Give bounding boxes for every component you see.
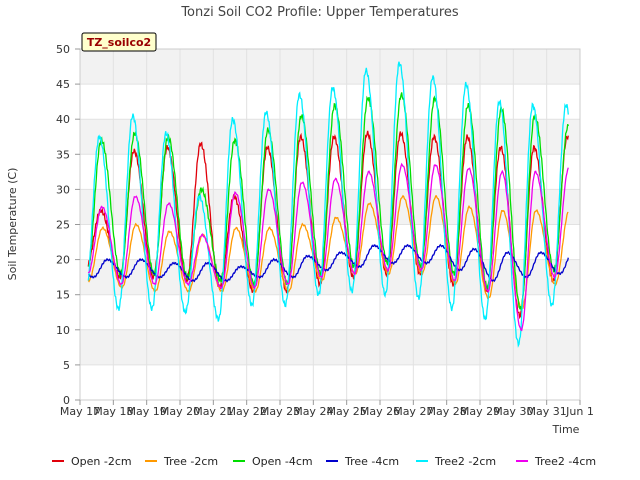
x-tick-label: May 28: [427, 405, 467, 418]
series-lines: [87, 61, 569, 348]
x-tick-label: May 22: [227, 405, 267, 418]
y-tick-label: 10: [56, 324, 70, 337]
x-axis-title: Time: [552, 423, 580, 436]
legend-label: Tree -2cm: [163, 455, 218, 468]
y-axis-title: Soil Temperature (C): [6, 168, 19, 281]
legend-label: Tree2 -2cm: [434, 455, 496, 468]
x-tick-label: May 31: [527, 405, 567, 418]
y-tick-label: 50: [56, 43, 70, 56]
x-tick-label: May 25: [327, 405, 367, 418]
x-tick-label: May 18: [93, 405, 133, 418]
y-tick-label: 0: [63, 394, 70, 407]
legend-label: Open -4cm: [252, 455, 313, 468]
x-tick-label: May 17: [60, 405, 100, 418]
site-badge-label: TZ_soilco2: [87, 36, 151, 49]
y-axis-ticks: 0 5 10 15 20 25 30 35 40 45 50: [56, 43, 80, 407]
x-tick-label: May 19: [127, 405, 167, 418]
site-badge: TZ_soilco2: [81, 32, 157, 52]
x-tick-label: May 30: [493, 405, 533, 418]
grid-band: [80, 49, 580, 85]
x-tick-label: May 27: [393, 405, 433, 418]
y-tick-label: 35: [56, 148, 70, 161]
legend-label: Open -2cm: [71, 455, 132, 468]
legend: Open -2cm Tree -2cm Open -4cm Tree -4cm Tree…: [52, 455, 596, 468]
y-tick-label: 20: [56, 254, 70, 267]
x-tick-label: May 24: [293, 405, 333, 418]
grid-band: [80, 329, 580, 365]
y-tick-label: 5: [63, 359, 70, 372]
x-tick-label: May 26: [360, 405, 400, 418]
y-tick-label: 25: [56, 219, 70, 232]
site-badge-box: [81, 32, 157, 52]
series-line-tree2-4cm: [87, 162, 569, 332]
legend-label: Tree2 -4cm: [534, 455, 596, 468]
y-tick-label: 15: [56, 289, 70, 302]
legend-label: Tree -4cm: [344, 455, 399, 468]
y-tick-label: 45: [56, 78, 70, 91]
y-tick-label: 30: [56, 183, 70, 196]
x-tick-label: Jun 1: [565, 405, 594, 418]
series-line-tree-4cm: [87, 243, 569, 283]
x-tick-label: May 21: [193, 405, 233, 418]
x-tick-label: May 20: [160, 405, 200, 418]
x-tick-label: May 29: [460, 405, 500, 418]
chart-title: Tonzi Soil CO2 Profile: Upper Temperatur…: [180, 5, 459, 20]
x-tick-label: May 23: [260, 405, 300, 418]
y-tick-label: 40: [56, 113, 70, 126]
series-line-tree2-2cm: [87, 61, 569, 348]
